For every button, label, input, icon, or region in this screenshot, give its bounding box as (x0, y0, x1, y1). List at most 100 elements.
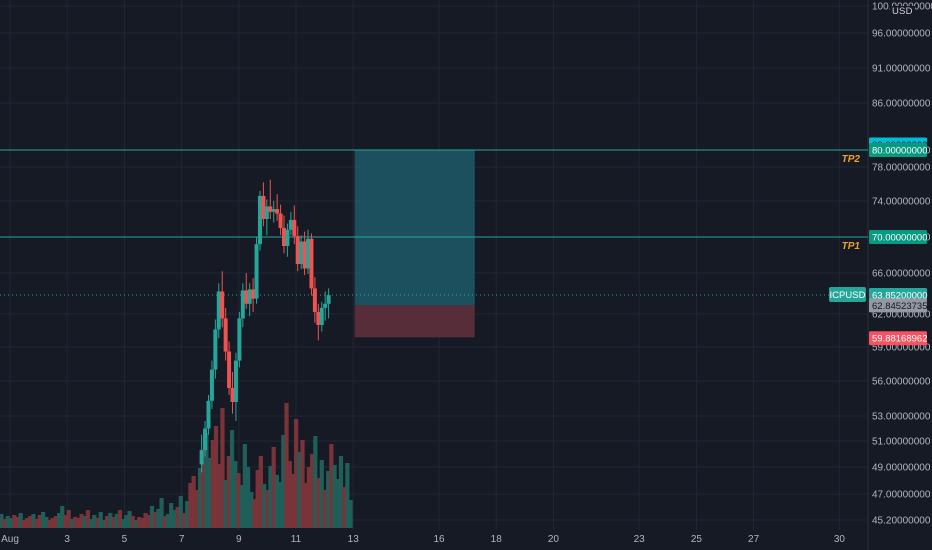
y-tick-label: 53.00000000 (872, 412, 931, 423)
price-tag-bg (869, 331, 927, 346)
volume-bar (213, 426, 219, 528)
volume-bar (117, 510, 123, 528)
candle-body (223, 318, 228, 352)
price-tag-text: 70.00000000 (872, 233, 927, 244)
volume-bar (159, 498, 164, 528)
x-tick-label: 30 (834, 534, 846, 545)
volume-bar (261, 484, 267, 528)
candle-body (247, 289, 252, 304)
symbol-tag: ICPUSD (829, 287, 866, 303)
time-axis[interactable]: Aug 3 5 7 9 11 13 16 18 20 23 25 27 30 (1, 534, 845, 545)
price-tag-text: 59.88168962 (872, 334, 927, 345)
volume-bar (342, 487, 347, 528)
x-tick-label: 13 (348, 534, 360, 545)
candle-body (261, 195, 266, 219)
volume-bar (284, 403, 289, 528)
volume-bar (63, 515, 68, 528)
candle-body (254, 244, 259, 299)
volume-bar (5, 516, 10, 528)
volume-bar (8, 518, 14, 528)
volume-bar (50, 518, 55, 528)
price-tag-text: 80.00000000 (872, 146, 927, 157)
volume-bar (34, 519, 39, 528)
volume-bar (156, 509, 161, 528)
long-position-tool[interactable] (354, 150, 475, 338)
candle-body (275, 209, 280, 214)
volume-bar (326, 471, 331, 528)
candle-body (295, 236, 300, 264)
volume-bar (169, 503, 174, 528)
volume-bar (162, 516, 167, 528)
candle-body (309, 238, 314, 289)
y-tick-label: 66.00000000 (872, 269, 931, 280)
candle-body (306, 238, 311, 269)
tp-label-tp2: TP2 (842, 154, 861, 165)
y-tick-label: 74.00000000 (872, 197, 931, 208)
price-tag-bg (869, 230, 927, 244)
volume-bar (153, 512, 158, 528)
volume-bar (217, 464, 222, 528)
volume-bar (140, 518, 145, 528)
volume-bar (130, 516, 135, 528)
volume-bar (338, 456, 344, 528)
symbol-tag-bg (829, 287, 866, 303)
volume-bar (2, 519, 7, 528)
volume-bar (185, 501, 190, 528)
volume-bar (146, 515, 151, 528)
candle-body (216, 291, 221, 330)
price-tag-bg (869, 143, 927, 157)
volume-bar (108, 513, 113, 528)
volume-bar (226, 456, 231, 528)
volume-bar (271, 447, 276, 528)
volume-bar (66, 510, 71, 528)
volume-bar (191, 476, 196, 528)
volume-bar (207, 458, 212, 528)
candle-body (312, 288, 317, 312)
volume-bar (175, 507, 180, 528)
volume-bars (0, 403, 353, 528)
y-tick-label: 49.00000000 (872, 463, 931, 474)
volume-bar (47, 520, 52, 528)
x-tick-label: 23 (634, 534, 646, 545)
volume-bar (105, 516, 110, 528)
x-tick-label: 25 (691, 534, 703, 545)
candle-body (278, 213, 283, 228)
volume-bar (268, 466, 273, 528)
tp-label-tp1: TP1 (842, 241, 861, 252)
price-axis[interactable]: 45.20000000 47.00000000 49.00000000 51.0000… (872, 2, 932, 527)
volume-bar (79, 514, 84, 528)
price-tag: 59.88168962 (869, 331, 927, 346)
tp-lines[interactable]: TP2 TP1 (0, 149, 868, 296)
volume-bar (178, 496, 183, 528)
candle-body (230, 388, 235, 402)
x-tick-label: 3 (64, 534, 70, 545)
volume-bar (37, 515, 42, 528)
volume-bar (44, 517, 49, 528)
volume-bar (31, 514, 36, 528)
symbol-tag-text: ICPUSD (830, 290, 866, 301)
volume-bar (281, 435, 286, 528)
volume-bar (335, 479, 340, 528)
volume-bar (236, 473, 241, 528)
price-tags: ICPUSD80.0000000080.0000000070.000000006… (829, 137, 927, 346)
volume-bar (98, 512, 103, 528)
volume-bar (306, 467, 312, 528)
x-tick-label: 18 (491, 534, 503, 545)
candle-body (237, 318, 242, 361)
y-tick-label: 91.00000000 (872, 64, 931, 75)
volume-bar (204, 433, 209, 528)
volume-bar (143, 513, 148, 528)
candle-body (271, 209, 276, 212)
x-tick-label: 11 (291, 534, 302, 545)
volume-bar (223, 480, 228, 528)
price-tag: 80.00000000 (869, 143, 927, 157)
currency-label[interactable]: USD (890, 6, 915, 17)
candle-body (292, 219, 297, 237)
volume-bar (319, 460, 324, 528)
candle-body (302, 241, 307, 269)
volume-bar (101, 520, 107, 528)
volume-bar (85, 510, 91, 528)
volume-bar (294, 419, 299, 528)
